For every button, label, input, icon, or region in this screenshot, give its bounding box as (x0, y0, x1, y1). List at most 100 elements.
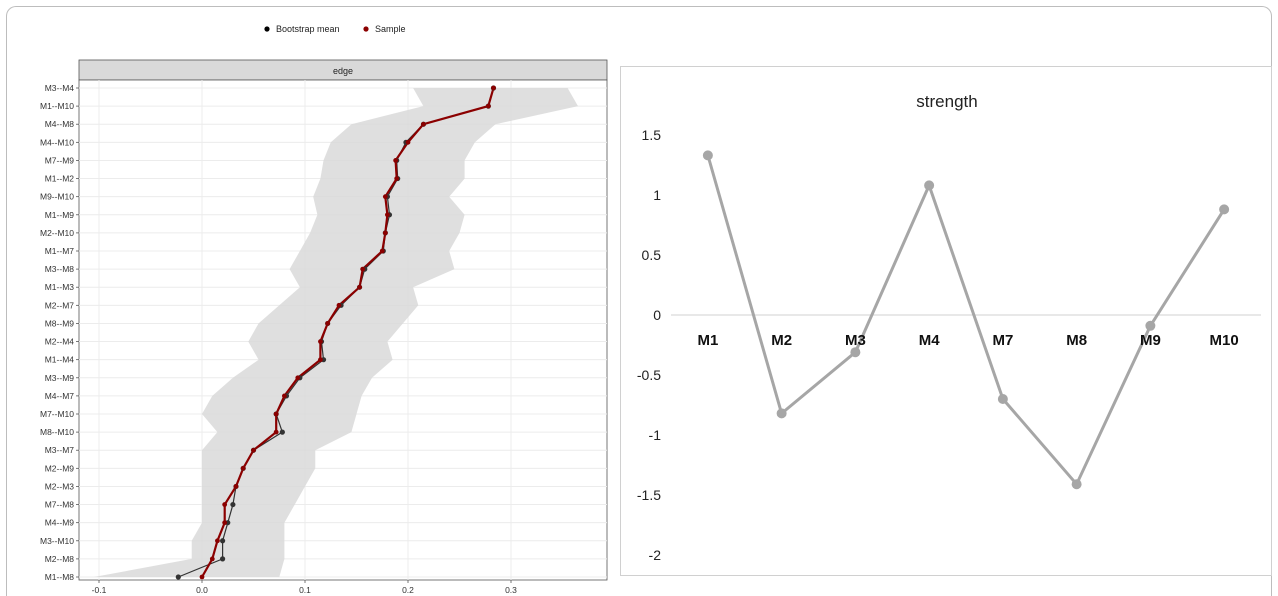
category-label: M8 (1066, 332, 1087, 349)
y-tick-label: M4--M7 (45, 391, 75, 401)
y-tick-label: M2--M8 (45, 554, 75, 564)
strength-point (1071, 479, 1082, 490)
sample-point (222, 502, 228, 507)
y-tick-label: M2--M9 (45, 463, 75, 473)
y-tick-label: 0.5 (642, 247, 662, 263)
sample-point (251, 447, 256, 453)
sample-point (394, 176, 400, 181)
sample-point (273, 411, 279, 417)
y-tick-label: M8--M9 (45, 318, 75, 328)
y-tick-label: M1--M3 (45, 282, 75, 292)
bootstrap-point (220, 538, 226, 544)
category-labels: M1 M2 M3 M4 M7 M8 M9 M10 (697, 332, 1238, 349)
legend-marker-bootstrap (264, 26, 270, 32)
y-tick-label: M2--M7 (45, 300, 75, 310)
sample-point (199, 574, 205, 580)
x-tick-label: -0.1 (92, 585, 107, 595)
y-tick-label: M7--M8 (45, 500, 75, 510)
y-tick-label: M4--M10 (40, 137, 74, 147)
legend-label-sample: Sample (375, 24, 406, 34)
x-tick-label: 0.0 (196, 585, 208, 595)
y-tick-label: M1--M2 (45, 174, 75, 184)
category-label: M1 (697, 332, 718, 349)
y-tick-label: M1--M8 (45, 572, 75, 582)
y-tick-label: M7--M10 (40, 409, 74, 419)
strength-point (776, 408, 787, 419)
y-tick-label: M3--M8 (45, 264, 75, 274)
sample-point (209, 556, 215, 562)
category-label: M10 (1210, 332, 1239, 349)
sample-point (357, 284, 362, 290)
strength-point (1219, 204, 1230, 215)
sample-point (385, 212, 390, 218)
y-tick-label: M4--M8 (45, 119, 75, 129)
sample-point (325, 321, 331, 326)
strength-line (706, 154, 1226, 487)
category-label: M3 (845, 332, 866, 349)
y-tick-label: M1--M4 (45, 355, 75, 365)
y-tick-label: 1.5 (642, 127, 662, 143)
y-tick-label: M1--M10 (40, 101, 74, 111)
strength-point (924, 180, 935, 191)
category-label: M2 (771, 332, 792, 349)
legend: Bootstrap mean Sample (264, 24, 406, 34)
bootstrap-point (220, 556, 226, 562)
category-label: M4 (919, 332, 940, 349)
y-tick-label: M3--M4 (45, 83, 75, 93)
y-tick-label: M9--M10 (40, 192, 74, 202)
sample-point (379, 248, 385, 254)
bootstrap-point (279, 429, 285, 435)
y-tick-label: M3--M7 (45, 445, 75, 455)
sample-point (233, 484, 239, 489)
strength-point (850, 347, 861, 358)
y-tick-label: -2 (649, 547, 662, 563)
y-tick-label: M2--M4 (45, 337, 75, 347)
sample-point (318, 339, 323, 344)
sample-point (215, 538, 220, 544)
sample-point (382, 230, 388, 236)
strength-point (1145, 320, 1156, 331)
legend-label-bootstrap: Bootstrap mean (276, 24, 340, 34)
sample-point (421, 121, 426, 127)
sample-point (491, 85, 496, 91)
sample-point (382, 194, 388, 200)
points (702, 150, 1230, 490)
sample-point (282, 393, 287, 399)
sample-point (360, 266, 366, 272)
legend-marker-sample (363, 26, 369, 32)
bootstrap-point (175, 574, 181, 580)
sample-point (485, 103, 491, 109)
y-tick-labels: M3--M4 M1--M10 M4--M8 M4--M10 M7--M9 M1--M2 M9… (40, 83, 79, 582)
y-tick-label: 0 (653, 307, 661, 323)
sample-line (201, 87, 495, 578)
y-tick-label: -1.5 (637, 487, 661, 503)
sample-point (295, 375, 301, 381)
x-tick-labels: -0.1 0.0 0.1 0.2 0.3 (92, 580, 517, 595)
chart-title: strength (916, 92, 977, 111)
sample-point (222, 520, 228, 526)
y-tick-label: M4--M9 (45, 518, 75, 528)
strength-point (702, 150, 713, 161)
strength-chart: strength 1.5 1 0.5 0 -0.5 -1 -1.5 -2 M1 M2 M3 M4 M7… (620, 66, 1272, 576)
y-tick-label: -0.5 (637, 367, 661, 383)
sample-point (273, 429, 279, 435)
y-tick-labels: 1.5 1 0.5 0 -0.5 -1 -1.5 -2 (637, 127, 661, 563)
x-tick-label: 0.3 (505, 585, 517, 595)
x-tick-label: 0.2 (402, 585, 414, 595)
sample-point (405, 139, 411, 145)
ci-ribbon (93, 88, 579, 577)
y-tick-label: 1 (653, 187, 661, 203)
y-tick-label: -1 (649, 427, 662, 443)
panel-title: edge (333, 66, 353, 76)
sample-point (336, 302, 342, 308)
y-tick-label: M3--M9 (45, 373, 75, 383)
sample-point (318, 357, 323, 363)
y-tick-label: M1--M7 (45, 246, 75, 256)
y-tick-label: M3--M10 (40, 536, 74, 546)
y-tick-label: M2--M3 (45, 481, 75, 491)
y-tick-label: M1--M9 (45, 210, 75, 220)
y-tick-label: M8--M10 (40, 427, 74, 437)
sample-point (393, 158, 399, 163)
y-tick-label: M7--M9 (45, 155, 75, 165)
sample-point (240, 465, 246, 471)
